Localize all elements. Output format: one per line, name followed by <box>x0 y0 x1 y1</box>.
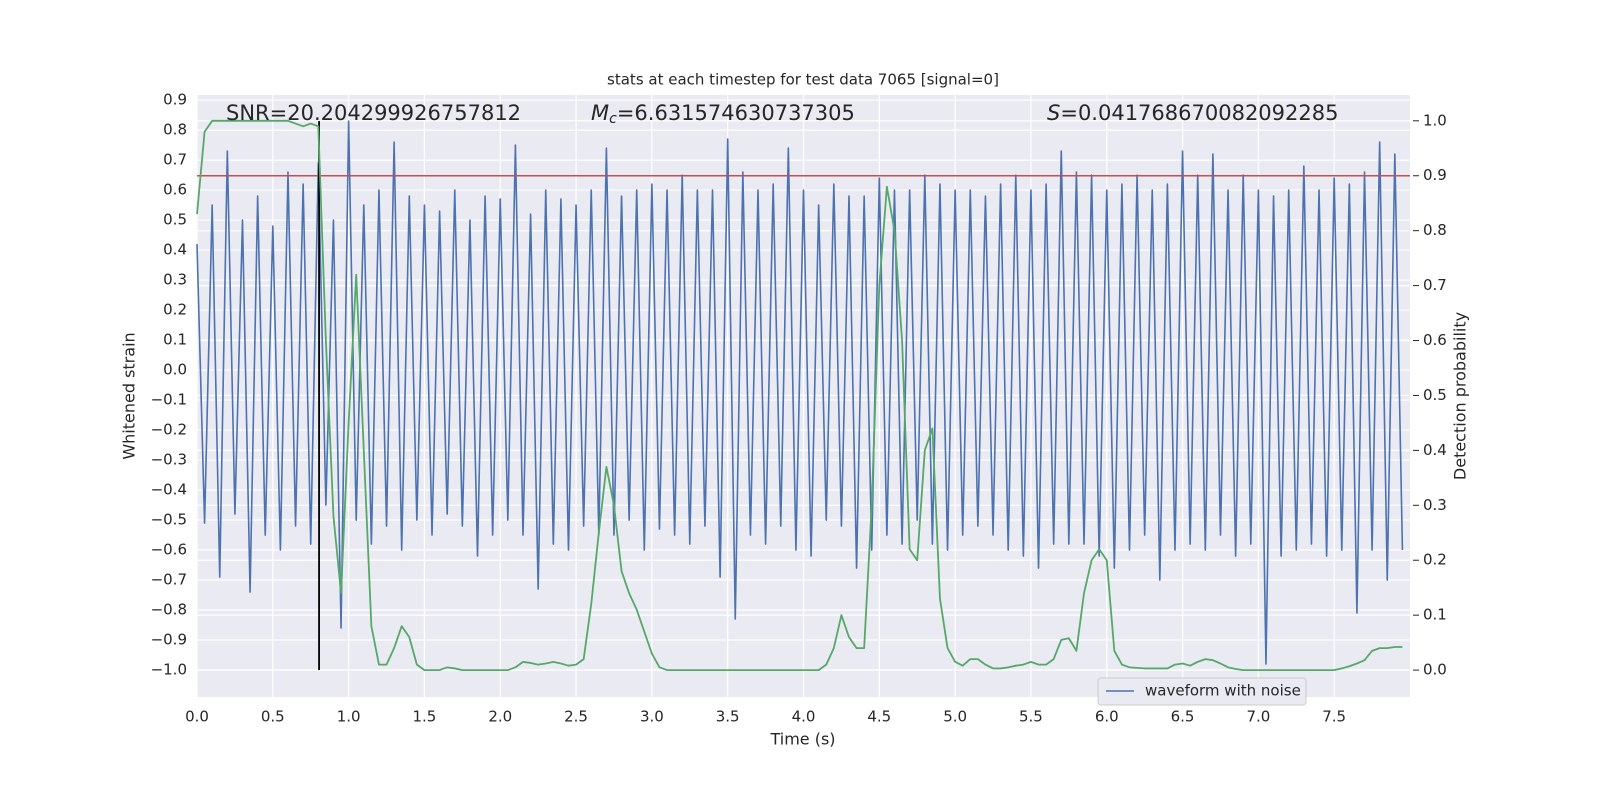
y2-tick-label: 0.6 <box>1423 331 1447 349</box>
x-tick-label: 2.5 <box>564 708 588 726</box>
y-tick-label: 0.3 <box>163 271 187 289</box>
x-tick-label: 3.0 <box>640 708 664 726</box>
y2-tick-label: 1.0 <box>1423 111 1447 129</box>
y2-tick-label: 0.8 <box>1423 221 1447 239</box>
y-tick-label: −0.6 <box>151 541 187 559</box>
x-tick-label: 5.5 <box>1019 708 1043 726</box>
y2-tick-label: 0.9 <box>1423 166 1447 184</box>
y-tick-label: 0.5 <box>163 211 187 229</box>
annotation-text: =0.041768670082092285 <box>1060 101 1338 125</box>
x-tick-label: 7.5 <box>1322 708 1346 726</box>
annotation-text: SNR=20.204299926757812 <box>226 101 521 125</box>
y-tick-label: −0.4 <box>151 481 187 499</box>
x-tick-label: 1.5 <box>413 708 437 726</box>
y-tick-label: −0.2 <box>151 421 187 439</box>
annotation-symbol: M <box>591 101 609 125</box>
y2-tick-label: 0.0 <box>1423 661 1447 679</box>
legend-box <box>1097 677 1307 706</box>
y-tick-label: −0.7 <box>151 571 187 589</box>
y-tick-label: −1.0 <box>151 661 187 679</box>
y2-axis-label: Detection probability <box>1451 312 1470 480</box>
annotation-text: =6.631574630737305 <box>617 101 855 125</box>
x-tick-label: 7.0 <box>1246 708 1270 726</box>
x-tick-label: 2.0 <box>488 708 512 726</box>
y-tick-label: 0.6 <box>163 181 187 199</box>
y-tick-label: −0.1 <box>151 391 187 409</box>
y-tick-label: 0.8 <box>163 121 187 139</box>
annotation: Mc=6.631574630737305 <box>591 101 855 127</box>
y-tick-label: 0.4 <box>163 241 187 259</box>
x-tick-label: 3.5 <box>716 708 740 726</box>
annotation-subscript: c <box>609 111 617 127</box>
annotation-symbol: S <box>1047 101 1060 125</box>
y2-tick-label: 0.3 <box>1423 496 1447 514</box>
x-tick-label: 0.0 <box>185 708 209 726</box>
x-tick-label: 1.0 <box>337 708 361 726</box>
chart-title: stats at each timestep for test data 706… <box>607 71 999 89</box>
y-tick-label: −0.5 <box>151 511 187 529</box>
x-tick-label: 6.5 <box>1171 708 1195 726</box>
y2-tick-label: 0.2 <box>1423 551 1447 569</box>
annotation: S=0.041768670082092285 <box>1047 101 1338 125</box>
x-axis-label: Time (s) <box>769 730 835 749</box>
x-tick-label: 5.0 <box>943 708 967 726</box>
y2-tick-label: 0.4 <box>1423 441 1447 459</box>
y2-tick-label: 0.1 <box>1423 606 1447 624</box>
y-tick-label: 0.2 <box>163 301 187 319</box>
y-tick-label: −0.3 <box>151 451 187 469</box>
waveform-line <box>196 120 1404 665</box>
x-tick-label: 0.5 <box>261 708 285 726</box>
annotation: SNR=20.204299926757812 <box>226 101 521 125</box>
y-tick-label: 0.1 <box>163 331 187 349</box>
y-tick-label: −0.9 <box>151 631 187 649</box>
y-tick-label: 0.7 <box>163 151 187 169</box>
x-tick-label: 4.5 <box>867 708 891 726</box>
y-axis-label: Whitened strain <box>120 332 139 459</box>
y2-tick-label: 0.7 <box>1423 276 1447 294</box>
y-tick-label: 0.0 <box>163 361 187 379</box>
y2-tick-label: 0.5 <box>1423 386 1447 404</box>
y-tick-label: −0.8 <box>151 601 187 619</box>
x-tick-label: 6.0 <box>1095 708 1119 726</box>
probability-line <box>196 119 1403 671</box>
x-tick-label: 4.0 <box>792 708 816 726</box>
legend-label: waveform with noise <box>1145 682 1301 700</box>
y-tick-label: 0.9 <box>163 91 187 109</box>
